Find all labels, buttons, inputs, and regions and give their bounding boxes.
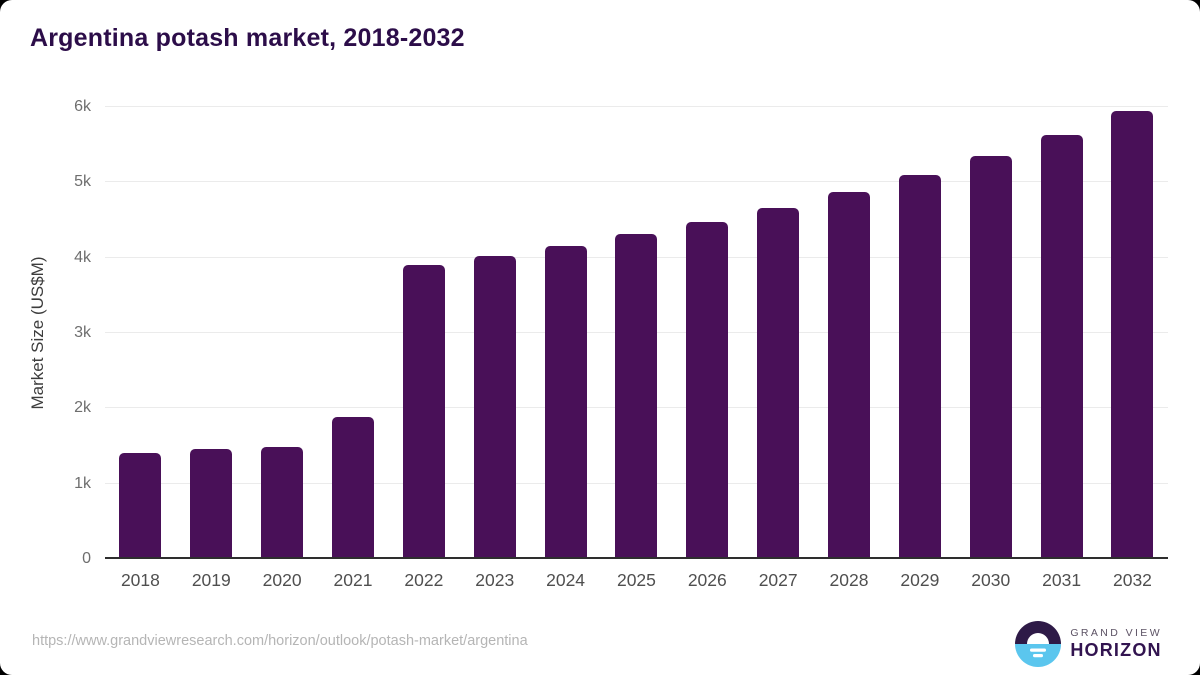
bar-2022	[402, 265, 445, 559]
bar-2024	[544, 246, 587, 559]
bar-slot-2026	[672, 107, 743, 559]
x-tick-label-2030: 2030	[971, 570, 1011, 590]
bar-2029	[898, 174, 941, 559]
y-tick-label-6k: 6k	[74, 98, 91, 115]
bar-2025	[615, 234, 658, 559]
bar-2020	[261, 446, 304, 559]
bar-slot-2023	[459, 107, 530, 559]
x-axis-labels: 2018 2019 2020 2021 2022 2023 2024 2025 2026 2027…	[105, 570, 1168, 594]
grand-view-horizon-logo: GRAND VIEW HORIZON	[1015, 621, 1162, 667]
logo-brand-name: GRAND VIEW	[1070, 627, 1162, 639]
x-tick-label-2021: 2021	[333, 570, 373, 590]
bar-slot-2031	[1026, 107, 1097, 559]
bar-2026	[686, 222, 729, 559]
bar-slot-2022	[388, 107, 459, 559]
y-tick-label-1k: 1k	[74, 474, 91, 492]
y-tick-label-0: 0	[82, 550, 91, 567]
bar-slot-2028	[814, 107, 885, 559]
x-tick-label-2020: 2020	[262, 570, 302, 590]
x-tick-label-2026: 2026	[687, 570, 727, 590]
bar-2019	[190, 449, 233, 559]
plot-area: 0 1k 2k 3k 4k 5k 6k	[74, 98, 1168, 567]
bar-2021	[332, 416, 374, 559]
logo-text: GRAND VIEW HORIZON	[1070, 627, 1162, 661]
bar-slot-2032	[1097, 107, 1168, 559]
x-tick-label-2018: 2018	[120, 570, 160, 590]
gridline-5k: 5k	[74, 173, 1168, 190]
x-tick-label-2029: 2029	[900, 570, 940, 590]
bar-slot-2020	[247, 107, 318, 559]
bar-slot-2024	[530, 107, 601, 559]
bar-slot-2019	[176, 107, 247, 559]
bar-2027	[757, 207, 800, 559]
x-tick-label-2022: 2022	[404, 570, 444, 590]
x-axis-line: 0	[82, 550, 1168, 567]
gridline-6k: 6k	[74, 98, 1168, 115]
x-tick-label-2027: 2027	[758, 570, 798, 590]
bar-2018	[119, 452, 162, 559]
bars-container	[105, 107, 1168, 559]
x-tick-label-2024: 2024	[546, 570, 586, 590]
bar-2031	[1040, 134, 1083, 559]
logo-product-name: HORIZON	[1070, 640, 1162, 660]
bar-2030	[969, 155, 1012, 559]
chart-title: Argentina potash market, 2018-2032	[30, 24, 465, 52]
bar-2028	[828, 192, 871, 559]
bar-slot-2025	[601, 107, 672, 559]
bar-2023	[473, 256, 516, 559]
x-tick-label-2031: 2031	[1042, 570, 1082, 590]
horizon-sunrise-logo-icon	[1015, 621, 1062, 667]
x-tick-label-2019: 2019	[191, 570, 231, 590]
x-tick-label-2023: 2023	[475, 570, 515, 590]
bar-slot-2018	[105, 107, 176, 559]
x-tick-label-2028: 2028	[829, 570, 869, 590]
x-tick-label-2032: 2032	[1112, 570, 1152, 590]
y-tick-label-2k: 2k	[74, 399, 91, 417]
y-tick-label-5k: 5k	[74, 173, 91, 191]
bar-slot-2030	[955, 107, 1026, 559]
bar-slot-2029	[884, 107, 955, 559]
y-tick-label-4k: 4k	[74, 248, 91, 266]
y-axis-title: Market Size (US$M)	[28, 256, 47, 410]
bar-slot-2027	[743, 107, 814, 559]
bar-2032	[1111, 110, 1154, 559]
bar-slot-2021	[318, 107, 389, 559]
y-tick-label-3k: 3k	[74, 324, 91, 341]
x-tick-label-2025: 2025	[616, 570, 656, 590]
source-url: https://www.grandviewresearch.com/horizo…	[32, 633, 528, 649]
